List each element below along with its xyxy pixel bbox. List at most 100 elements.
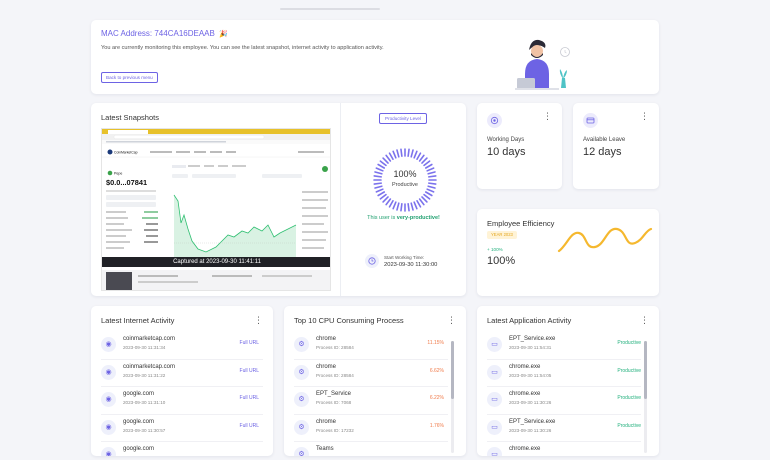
gauge-tick	[418, 154, 425, 162]
employee-header-card: MAC Address: 744CA16DEAAB 🎉 You are curr…	[91, 20, 659, 94]
process-name: Teams	[316, 446, 334, 452]
working-days-menu-icon[interactable]: ⋮	[543, 111, 552, 121]
globe-icon: ◉	[101, 419, 116, 435]
list-item: ▭ EPT_Service.exe 2023-09-30 11:54:31 Produ…	[487, 332, 641, 360]
gauge-tick	[426, 188, 435, 193]
full-url-link[interactable]: Full URL	[239, 367, 259, 374]
gauge-tick	[388, 199, 394, 208]
productivity-level-button[interactable]: Productivity Level	[379, 113, 428, 124]
full-url-link[interactable]: Full URL	[239, 422, 259, 429]
process-icon: ⚙	[294, 392, 309, 407]
app-name: chrome.exe	[509, 446, 541, 452]
process-id: Process ID: 17232	[316, 427, 354, 433]
gauge-tick	[423, 193, 431, 200]
latest-snapshots-card: Latest Snapshots CoinMarketCap Pepe $0.0…	[91, 103, 466, 296]
app-name: chrome.exe	[509, 363, 541, 370]
list-item: ◉ coinmarketcap.com 2023-09-30 11:31:34 Ful…	[101, 332, 263, 360]
globe-icon: ◉	[101, 447, 116, 456]
application-activity-menu-icon[interactable]: ⋮	[640, 315, 649, 325]
working-days-value: 10 days	[487, 146, 526, 158]
available-leave-menu-icon[interactable]: ⋮	[640, 111, 649, 121]
gauge-tick	[374, 171, 383, 175]
internet-activity-menu-icon[interactable]: ⋮	[254, 315, 263, 325]
gauge-tick	[373, 182, 383, 185]
list-item: ◉ coinmarketcap.com 2023-09-30 11:31:22 Ful…	[101, 360, 263, 387]
working-days-label: Working Days	[487, 137, 525, 143]
cpu-percent: 6.62%	[429, 367, 444, 374]
full-url-link[interactable]: Full URL	[239, 340, 259, 346]
gauge-tick	[410, 149, 414, 158]
internet-activity-card: Latest Internet Activity ⋮ ◉ coinmarketca…	[91, 306, 273, 456]
gauge-tick	[388, 152, 394, 161]
year-badge: YEAR 2023	[487, 231, 517, 239]
gauge-tick	[374, 185, 383, 189]
gauge-tick	[427, 171, 436, 175]
visit-time: 2023-09-30 11:30:57	[123, 427, 166, 433]
gauge-tick	[410, 202, 414, 211]
process-id: Process ID: 28584	[316, 345, 354, 350]
gauge-label: Productive	[392, 182, 418, 188]
productive-status: Productive	[617, 422, 641, 429]
snapshot-divider	[340, 103, 341, 296]
app-time: 2023-09-30 11:54:31	[509, 345, 552, 350]
list-item: ▭ EPT_Service.exe 2023-09-30 11:30:26 Produ…	[487, 415, 641, 442]
snapshot-coin: Pepe	[114, 172, 122, 176]
efficiency-change: + 100%	[487, 247, 503, 252]
internet-activity-list: ◉ coinmarketcap.com 2023-09-30 11:31:34 Ful…	[101, 332, 263, 456]
start-working-label: Start Working Time:	[384, 255, 425, 260]
cpu-process-menu-icon[interactable]: ⋮	[447, 315, 456, 325]
gauge-tick	[385, 154, 392, 162]
latest-snapshots-title: Latest Snapshots	[101, 113, 159, 122]
list-item: ⚙ chrome Process ID: 17232 1.76%	[294, 415, 448, 442]
gauge-tick	[418, 198, 425, 206]
app-name: EPT_Service.exe	[509, 336, 556, 342]
globe-icon: ◉	[101, 364, 116, 380]
gauge-tick	[424, 191, 433, 197]
efficiency-value: 100%	[487, 255, 516, 267]
gauge-tick	[373, 175, 383, 178]
gauge-tick	[416, 199, 422, 208]
gauge-tick	[407, 148, 410, 158]
process-id: Process ID: 28584	[316, 372, 354, 378]
cpu-scrollbar-thumb[interactable]	[451, 341, 454, 399]
gauge-tick	[392, 150, 397, 159]
app-scrollbar[interactable]	[644, 341, 647, 453]
cpu-percent: 6.22%	[429, 395, 444, 401]
snapshot-caption: Captured at 2023-09-30 11:41:11	[102, 257, 330, 267]
process-name: EPT_Service	[316, 391, 352, 397]
app-name: EPT_Service.exe	[509, 418, 556, 425]
cpu-process-title: Top 10 CPU Consuming Process	[294, 316, 404, 325]
globe-icon: ◉	[101, 392, 116, 407]
process-name: chrome	[316, 336, 337, 342]
cpu-scrollbar[interactable]	[451, 341, 454, 453]
list-item: ▭ chrome.exe	[487, 442, 641, 456]
productive-status: Productive	[617, 367, 641, 374]
gauge-tick	[375, 188, 384, 193]
list-item: ▭ chrome.exe 2023-09-30 11:54:05 Productive	[487, 360, 641, 387]
productive-status: Productive	[617, 395, 641, 401]
process-icon: ⚙	[294, 447, 309, 456]
app-scrollbar-thumb[interactable]	[644, 341, 647, 399]
gauge-tick	[377, 163, 386, 169]
process-name: chrome	[316, 418, 337, 425]
available-leave-value: 12 days	[583, 146, 622, 158]
employee-efficiency-card: Employee Efficiency YEAR 2023 + 100% 100…	[477, 209, 659, 296]
snapshot-image[interactable]: CoinMarketCap Pepe $0.0...07841	[101, 128, 331, 291]
productivity-gauge: 100% Productive	[372, 147, 438, 213]
site-name: google.com	[123, 418, 155, 425]
monitor-icon: ▭	[487, 337, 502, 352]
available-leave-label: Available Leave	[583, 137, 626, 143]
target-icon	[487, 113, 502, 128]
site-name: coinmarketcap.com	[123, 336, 176, 342]
full-url-link[interactable]: Full URL	[239, 395, 259, 401]
employee-illustration	[515, 39, 570, 90]
mac-address-title: MAC Address: 744CA16DEAAB 🎉	[101, 29, 228, 38]
application-activity-list: ▭ EPT_Service.exe 2023-09-30 11:54:31 Produ…	[487, 332, 641, 456]
clock-icon	[365, 254, 379, 268]
gauge-tick	[413, 150, 418, 159]
monitor-icon: ▭	[487, 364, 502, 380]
gauge-tick	[416, 152, 422, 161]
top-drag-indicator	[280, 8, 380, 10]
gauge-tick	[407, 202, 410, 212]
back-to-previous-menu-button[interactable]: Back to previous menu	[101, 72, 158, 83]
